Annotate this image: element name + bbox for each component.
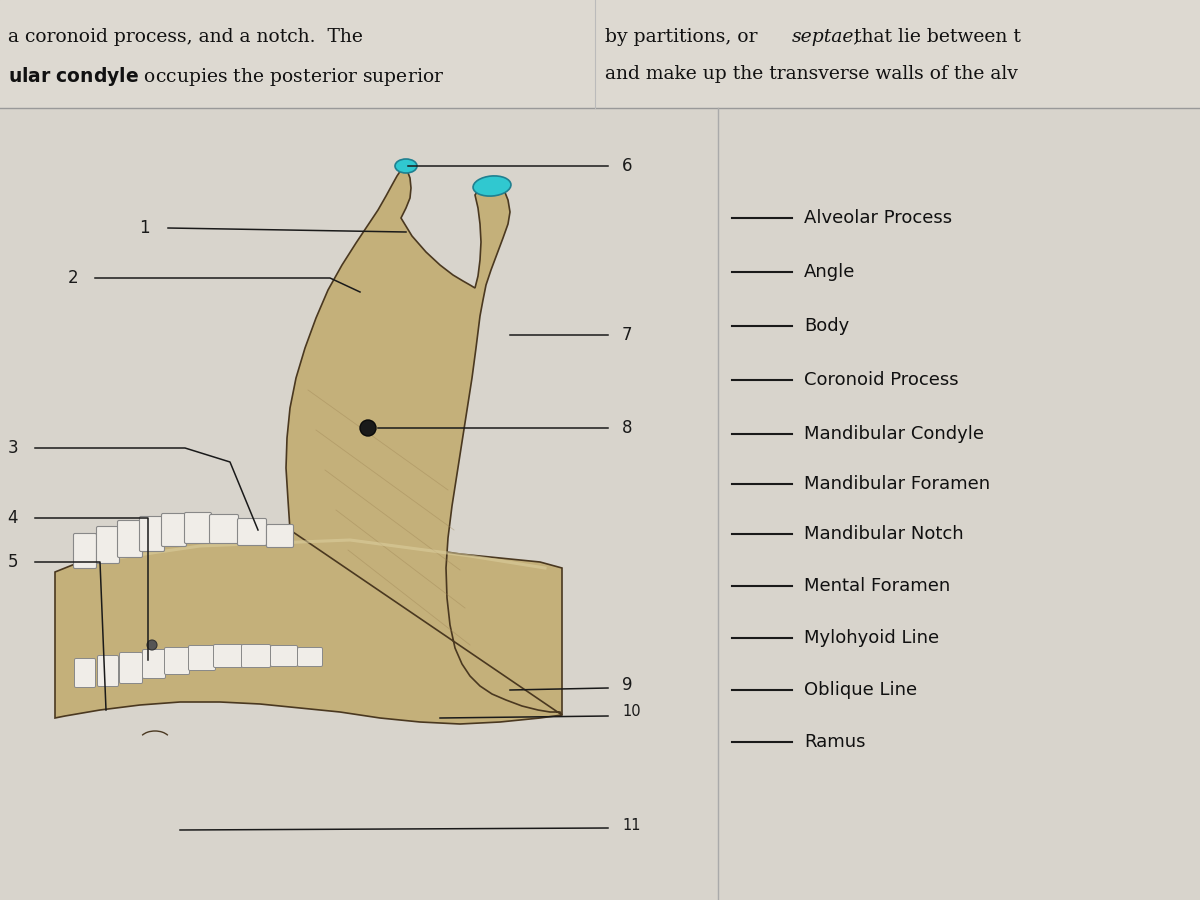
FancyBboxPatch shape bbox=[188, 645, 216, 670]
FancyBboxPatch shape bbox=[139, 517, 164, 552]
Text: Alveolar Process: Alveolar Process bbox=[804, 209, 952, 227]
FancyBboxPatch shape bbox=[270, 645, 298, 667]
Text: Body: Body bbox=[804, 317, 850, 335]
Bar bbox=[0, 0, 1200, 108]
Polygon shape bbox=[286, 166, 562, 715]
Text: Ramus: Ramus bbox=[804, 733, 865, 751]
Text: Oblique Line: Oblique Line bbox=[804, 681, 917, 699]
Text: 9: 9 bbox=[622, 676, 632, 694]
FancyBboxPatch shape bbox=[164, 647, 190, 674]
FancyBboxPatch shape bbox=[162, 514, 186, 546]
Text: 6: 6 bbox=[622, 157, 632, 175]
FancyBboxPatch shape bbox=[118, 520, 143, 557]
Polygon shape bbox=[55, 530, 562, 724]
Text: 10: 10 bbox=[622, 705, 641, 719]
Text: Mandibular Foramen: Mandibular Foramen bbox=[804, 475, 990, 493]
Text: $\mathbf{ular\ condyle}$ occupies the posterior superior: $\mathbf{ular\ condyle}$ occupies the po… bbox=[8, 65, 444, 88]
Ellipse shape bbox=[473, 176, 511, 196]
FancyBboxPatch shape bbox=[298, 647, 323, 667]
FancyBboxPatch shape bbox=[210, 515, 239, 544]
Text: and make up the transverse walls of the alv: and make up the transverse walls of the … bbox=[605, 65, 1018, 83]
FancyBboxPatch shape bbox=[266, 525, 294, 547]
FancyBboxPatch shape bbox=[96, 526, 120, 563]
Text: Coronoid Process: Coronoid Process bbox=[804, 371, 959, 389]
Text: a coronoid process, and a notch.  The: a coronoid process, and a notch. The bbox=[8, 28, 362, 46]
Text: Angle: Angle bbox=[804, 263, 856, 281]
FancyBboxPatch shape bbox=[238, 518, 266, 545]
FancyBboxPatch shape bbox=[241, 644, 270, 668]
Text: septae,: septae, bbox=[792, 28, 860, 46]
Text: Mandibular Notch: Mandibular Notch bbox=[804, 525, 964, 543]
Text: Mental Foramen: Mental Foramen bbox=[804, 577, 950, 595]
Circle shape bbox=[360, 420, 376, 436]
Ellipse shape bbox=[395, 159, 418, 173]
Text: 7: 7 bbox=[622, 326, 632, 344]
FancyBboxPatch shape bbox=[143, 650, 166, 679]
Circle shape bbox=[148, 640, 157, 650]
Text: 2: 2 bbox=[67, 269, 78, 287]
FancyBboxPatch shape bbox=[97, 655, 119, 687]
Text: 5: 5 bbox=[7, 553, 18, 571]
Text: Mylohyoid Line: Mylohyoid Line bbox=[804, 629, 940, 647]
Text: 1: 1 bbox=[139, 219, 150, 237]
Text: Mandibular Condyle: Mandibular Condyle bbox=[804, 425, 984, 443]
Text: that lie between t: that lie between t bbox=[848, 28, 1021, 46]
Text: 3: 3 bbox=[7, 439, 18, 457]
FancyBboxPatch shape bbox=[185, 512, 211, 544]
Text: 4: 4 bbox=[7, 509, 18, 527]
FancyBboxPatch shape bbox=[214, 644, 242, 668]
Text: 8: 8 bbox=[622, 419, 632, 437]
FancyBboxPatch shape bbox=[74, 659, 96, 688]
Text: 11: 11 bbox=[622, 818, 641, 833]
FancyBboxPatch shape bbox=[120, 652, 143, 683]
Text: by partitions, or: by partitions, or bbox=[605, 28, 763, 46]
FancyBboxPatch shape bbox=[73, 534, 96, 569]
